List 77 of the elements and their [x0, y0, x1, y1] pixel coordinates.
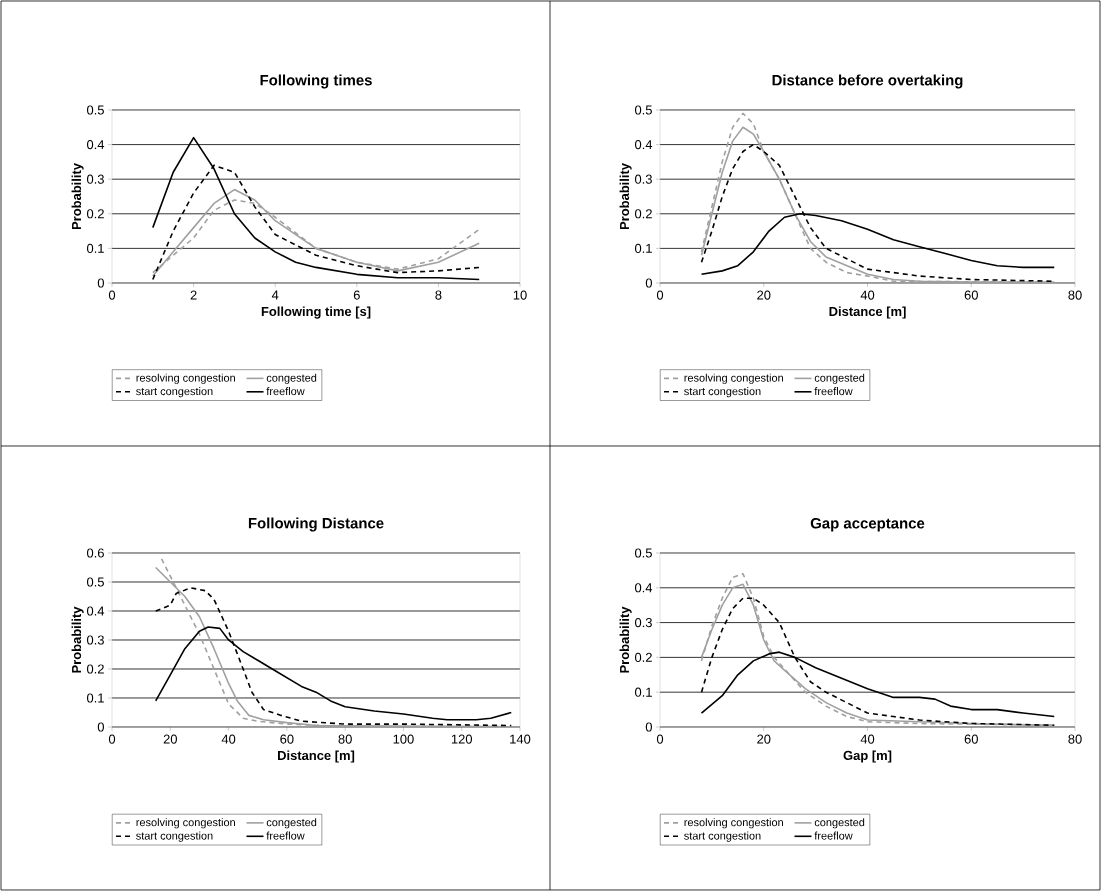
y-tick-label: 0.2: [86, 664, 104, 674]
chart-title: Gap acceptance: [810, 517, 925, 532]
x-tick-label: 40: [221, 734, 236, 744]
y-tick-label: 0.1: [634, 687, 652, 697]
x-tick-label: 40: [860, 734, 875, 744]
x-axis-title: Distance [m]: [829, 306, 906, 319]
y-tick-label: 0.1: [634, 243, 652, 253]
legend-label: start congestion: [136, 831, 213, 842]
x-tick-label: 20: [757, 734, 771, 744]
legend-label: start congestion: [136, 387, 213, 398]
y-tick-label: 0.4: [634, 140, 653, 150]
legend-label: congested: [266, 818, 317, 829]
y-tick-label: 0: [645, 278, 652, 288]
y-tick-label: 0.1: [86, 243, 104, 253]
x-tick-label: 80: [1068, 290, 1082, 300]
y-tick-label: 0.4: [634, 583, 653, 593]
y-axis-title: Probability: [71, 163, 84, 230]
legend-label: freeflow: [266, 387, 305, 396]
y-tick-label: 0: [97, 278, 104, 288]
x-tick-label: 0: [108, 734, 116, 744]
x-tick-label: 100: [393, 734, 414, 744]
legend-label: freeflow: [814, 831, 853, 840]
x-tick-label: 2: [190, 290, 197, 300]
x-axis-title: Gap [m]: [843, 750, 892, 763]
y-tick-label: 0: [645, 722, 652, 732]
x-tick-label: 0: [108, 290, 116, 300]
y-tick-label: 0: [97, 722, 104, 732]
y-tick-label: 0.5: [634, 105, 652, 115]
x-tick-label: 10: [513, 290, 527, 300]
x-tick-label: 40: [860, 290, 875, 300]
x-axis-title: Distance [m]: [278, 750, 355, 763]
legend-label: start congestion: [684, 387, 761, 398]
chart-title: Distance before overtaking: [772, 74, 963, 89]
x-tick-label: 4: [271, 290, 279, 300]
x-tick-label: 20: [163, 734, 177, 744]
y-tick-label: 0.5: [86, 577, 104, 587]
x-tick-label: 0: [656, 290, 664, 300]
y-tick-label: 0.2: [634, 652, 652, 662]
x-tick-label: 60: [280, 734, 294, 744]
x-tick-label: 80: [338, 734, 352, 744]
y-axis-title: Probability: [71, 606, 84, 673]
y-tick-label: 0.2: [86, 209, 104, 219]
x-tick-label: 8: [435, 290, 442, 300]
legend-label: resolving congestion: [136, 818, 235, 829]
y-tick-label: 0.4: [86, 140, 105, 150]
y-tick-label: 0.5: [634, 548, 652, 558]
legend-label: start congestion: [684, 831, 761, 842]
y-tick-label: 0.3: [86, 174, 104, 184]
legend-label: congested: [266, 373, 317, 384]
x-tick-label: 20: [757, 290, 771, 300]
legend-label: freeflow: [266, 831, 305, 840]
legend-label: congested: [814, 818, 865, 829]
y-tick-label: 0.3: [634, 174, 652, 184]
y-axis-title: Probability: [619, 606, 632, 673]
y-axis-title: Probability: [619, 163, 632, 230]
y-tick-label: 0.4: [86, 606, 105, 616]
legend-label: resolving congestion: [684, 818, 783, 829]
x-tick-label: 80: [1068, 734, 1082, 744]
x-tick-label: 120: [451, 734, 473, 744]
chart-title: Following times: [260, 74, 372, 89]
x-tick-label: 0: [656, 734, 664, 744]
legend-label: freeflow: [814, 387, 853, 396]
y-tick-label: 0.6: [86, 548, 104, 558]
x-tick-label: 140: [510, 734, 531, 744]
legend-label: congested: [814, 373, 865, 384]
y-tick-label: 0.1: [86, 693, 104, 703]
x-tick-label: 60: [964, 290, 978, 300]
x-tick-label: 6: [353, 290, 360, 300]
y-tick-label: 0.5: [86, 105, 104, 115]
legend-label: resolving congestion: [684, 373, 783, 384]
y-tick-label: 0.3: [634, 618, 652, 628]
chart-title: Following Distance: [248, 517, 384, 532]
x-tick-label: 60: [964, 734, 978, 744]
y-tick-label: 0.3: [86, 635, 104, 645]
x-axis-title: Following time [s]: [261, 306, 371, 319]
legend-label: resolving congestion: [136, 373, 235, 384]
y-tick-label: 0.2: [634, 209, 652, 219]
